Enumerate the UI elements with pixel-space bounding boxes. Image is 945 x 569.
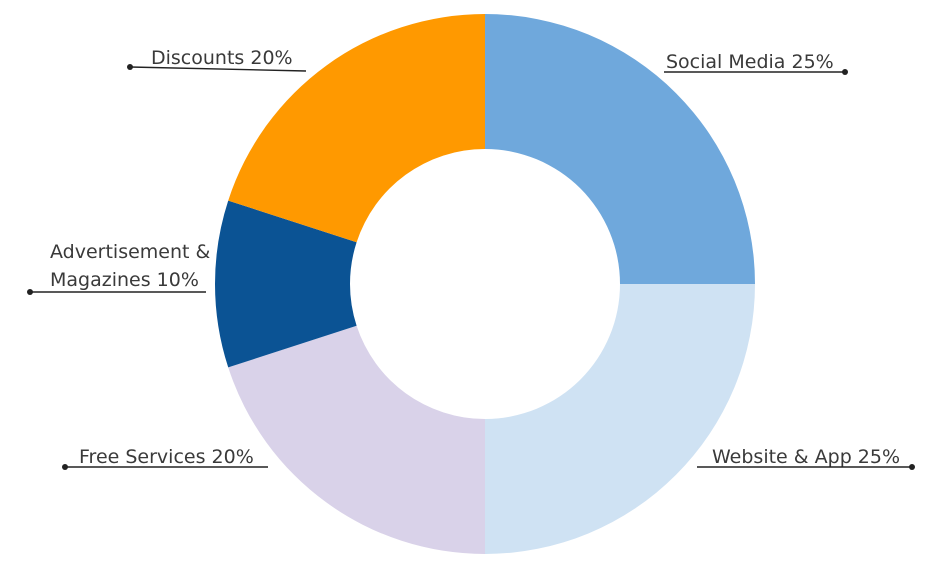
leader-line-4 — [129, 66, 307, 72]
callout-0: Social Media 25% — [664, 51, 848, 75]
leader-dot-1 — [909, 464, 915, 470]
donut-slices — [214, 14, 755, 554]
slice-label-2-line-0: Free Services 20% — [79, 446, 254, 468]
slice-label-0-line-0: Social Media 25% — [666, 51, 834, 73]
slice-label-3-line-1: Magazines 10% — [50, 269, 199, 291]
callout-2: Free Services 20% — [62, 446, 268, 470]
donut-slice-3 — [214, 200, 357, 368]
donut-slice-0 — [485, 14, 755, 284]
callout-3: Advertisement & Magazines 10% — [27, 241, 211, 295]
slice-label-1-line-0: Website & App 25% — [712, 446, 900, 468]
leader-dot-0 — [842, 69, 848, 75]
slice-label-3-line-0: Advertisement & — [50, 241, 211, 263]
leader-dot-2 — [62, 464, 68, 470]
callout-1: Website & App 25% — [697, 446, 915, 470]
donut-slice-2 — [228, 325, 486, 554]
donut-slice-4 — [228, 14, 486, 243]
slice-label-4-line-0: Discounts 20% — [151, 47, 293, 69]
slice-callouts: Social Media 25% Website & App 25% Free Se… — [27, 47, 915, 470]
donut-slice-1 — [485, 284, 755, 554]
leader-dot-4 — [127, 64, 133, 70]
leader-dot-3 — [27, 289, 33, 295]
callout-4: Discounts 20% — [127, 47, 307, 72]
